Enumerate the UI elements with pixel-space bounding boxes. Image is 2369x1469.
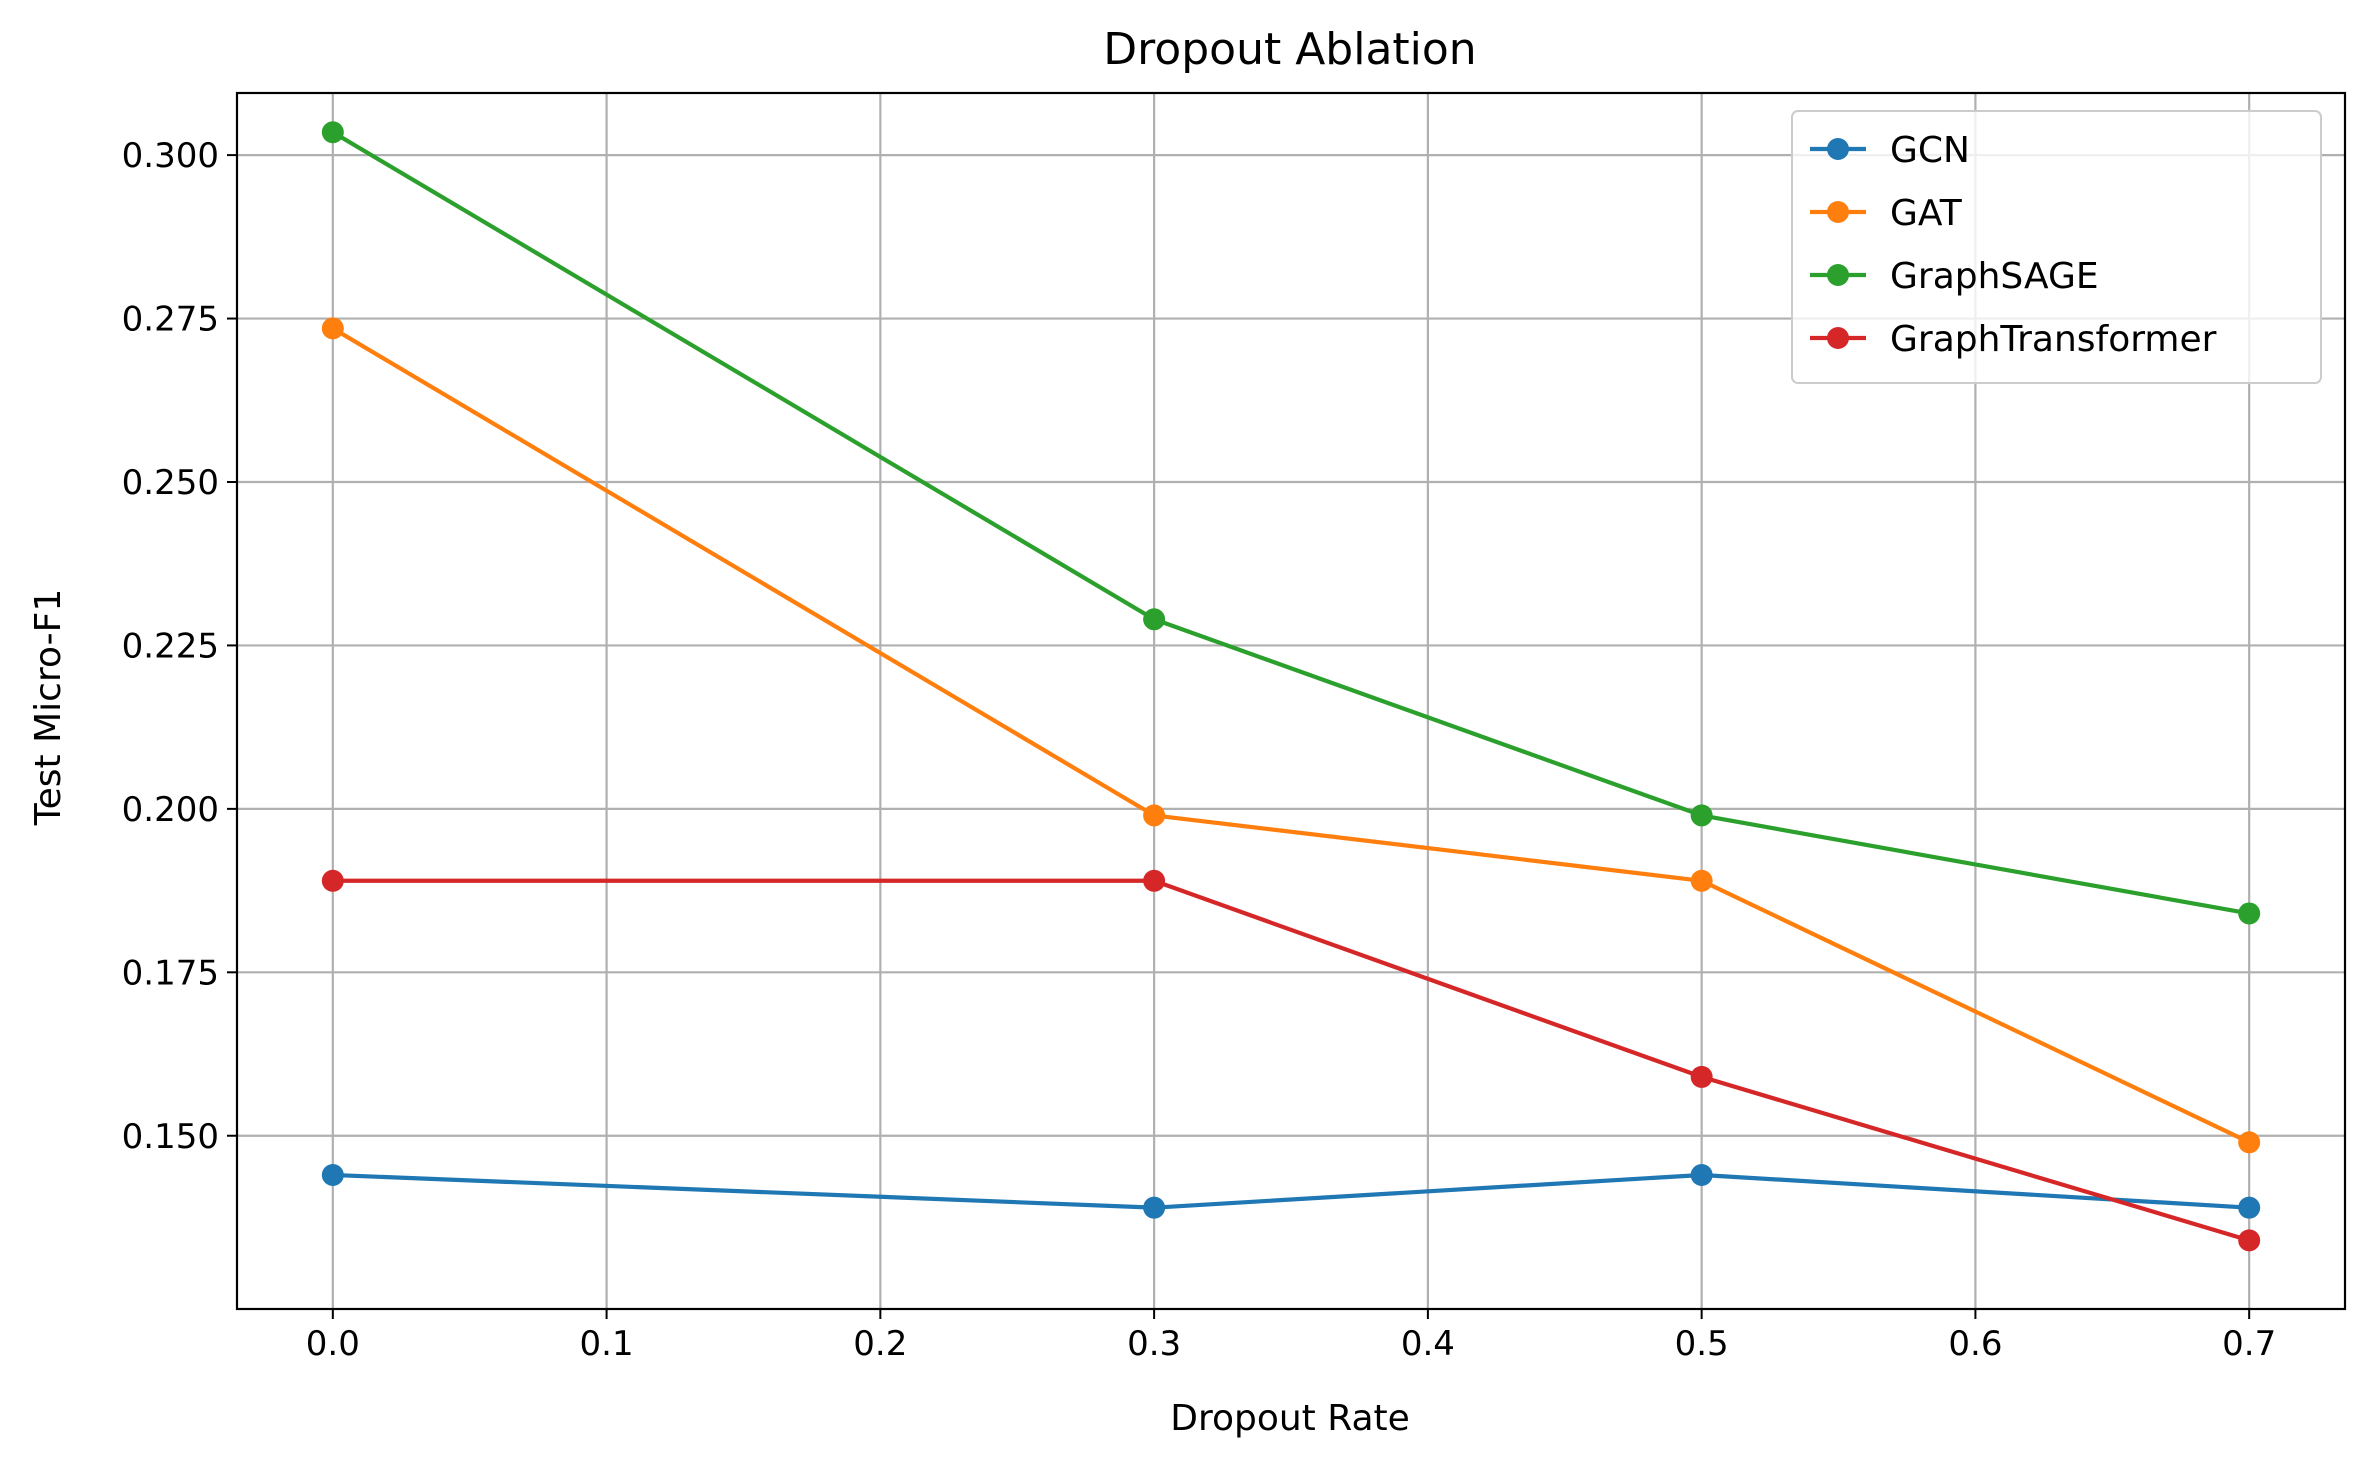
data-point <box>2238 1229 2261 1252</box>
x-tick-label: 0.0 <box>306 1324 360 1364</box>
legend-marker <box>1827 138 1849 160</box>
legend-marker <box>1827 327 1849 349</box>
data-point <box>2238 1131 2261 1154</box>
data-point <box>321 1163 344 1186</box>
legend-item: GCN <box>1810 130 1970 171</box>
y-tick-label: 0.175 <box>122 953 219 993</box>
data-point <box>1143 608 1166 631</box>
series-gat <box>321 317 2261 1154</box>
chart-title: Dropout Ablation <box>1103 24 1476 75</box>
y-tick-label: 0.200 <box>122 790 219 830</box>
legend-item: GraphSAGE <box>1810 256 2099 297</box>
y-tick-label: 0.275 <box>122 300 219 340</box>
data-point <box>1690 869 1713 892</box>
data-point <box>2238 1196 2261 1219</box>
plot-area-frame <box>235 91 2347 1311</box>
data-point <box>321 869 344 892</box>
legend-label: GAT <box>1890 193 1963 234</box>
data-point <box>1690 804 1713 827</box>
data-point <box>1690 1065 1713 1088</box>
x-tick-label: 0.7 <box>2222 1324 2276 1364</box>
y-axis-label: Test Micro-F1 <box>28 589 69 827</box>
series-line <box>330 1172 2252 1210</box>
data-point <box>1143 1196 1166 1219</box>
legend-box <box>1791 110 2322 384</box>
legend-label: GCN <box>1890 130 1970 171</box>
y-tick-label: 0.150 <box>122 1117 219 1157</box>
legend-marker <box>1827 264 1849 286</box>
data-point <box>321 317 344 340</box>
series-graphsage <box>321 121 2261 925</box>
x-tick-label: 0.6 <box>1948 1324 2002 1364</box>
x-tick-label: 0.2 <box>853 1324 907 1364</box>
legend-label: GraphTransformer <box>1890 319 2217 360</box>
x-tick-label: 0.5 <box>1675 1324 1729 1364</box>
x-tick-label: 0.1 <box>580 1324 634 1364</box>
x-tick-label: 0.3 <box>1127 1324 1181 1364</box>
y-tick-label: 0.225 <box>122 626 219 666</box>
legend-label: GraphSAGE <box>1890 256 2099 297</box>
series-graphtransformer <box>321 869 2261 1252</box>
x-axis-label: Dropout Rate <box>1170 1398 1410 1439</box>
data-point <box>321 121 344 144</box>
axis-ticks: 0.0 0.1 0.2 0.3 0.4 0.5 0.6 0.7 0.150 0.175 0.200 0… <box>122 136 2277 1364</box>
legend-item: GAT <box>1810 193 1963 234</box>
data-point <box>1690 1163 1713 1186</box>
series-lines <box>321 121 2261 1252</box>
series-line <box>329 129 2252 916</box>
x-tick-label: 0.4 <box>1401 1324 1455 1364</box>
y-tick-label: 0.250 <box>122 463 219 503</box>
series-line <box>329 325 2252 1146</box>
series-line <box>330 878 2252 1243</box>
data-point <box>2238 902 2261 925</box>
data-point <box>1143 869 1166 892</box>
series-gcn <box>321 1163 2261 1219</box>
data-point <box>1143 804 1166 827</box>
legend: GCN GAT GraphSAGE GraphTransformer <box>1791 110 2322 384</box>
y-tick-label: 0.300 <box>122 136 219 176</box>
legend-marker <box>1827 201 1849 223</box>
legend-item: GraphTransformer <box>1810 319 2217 360</box>
